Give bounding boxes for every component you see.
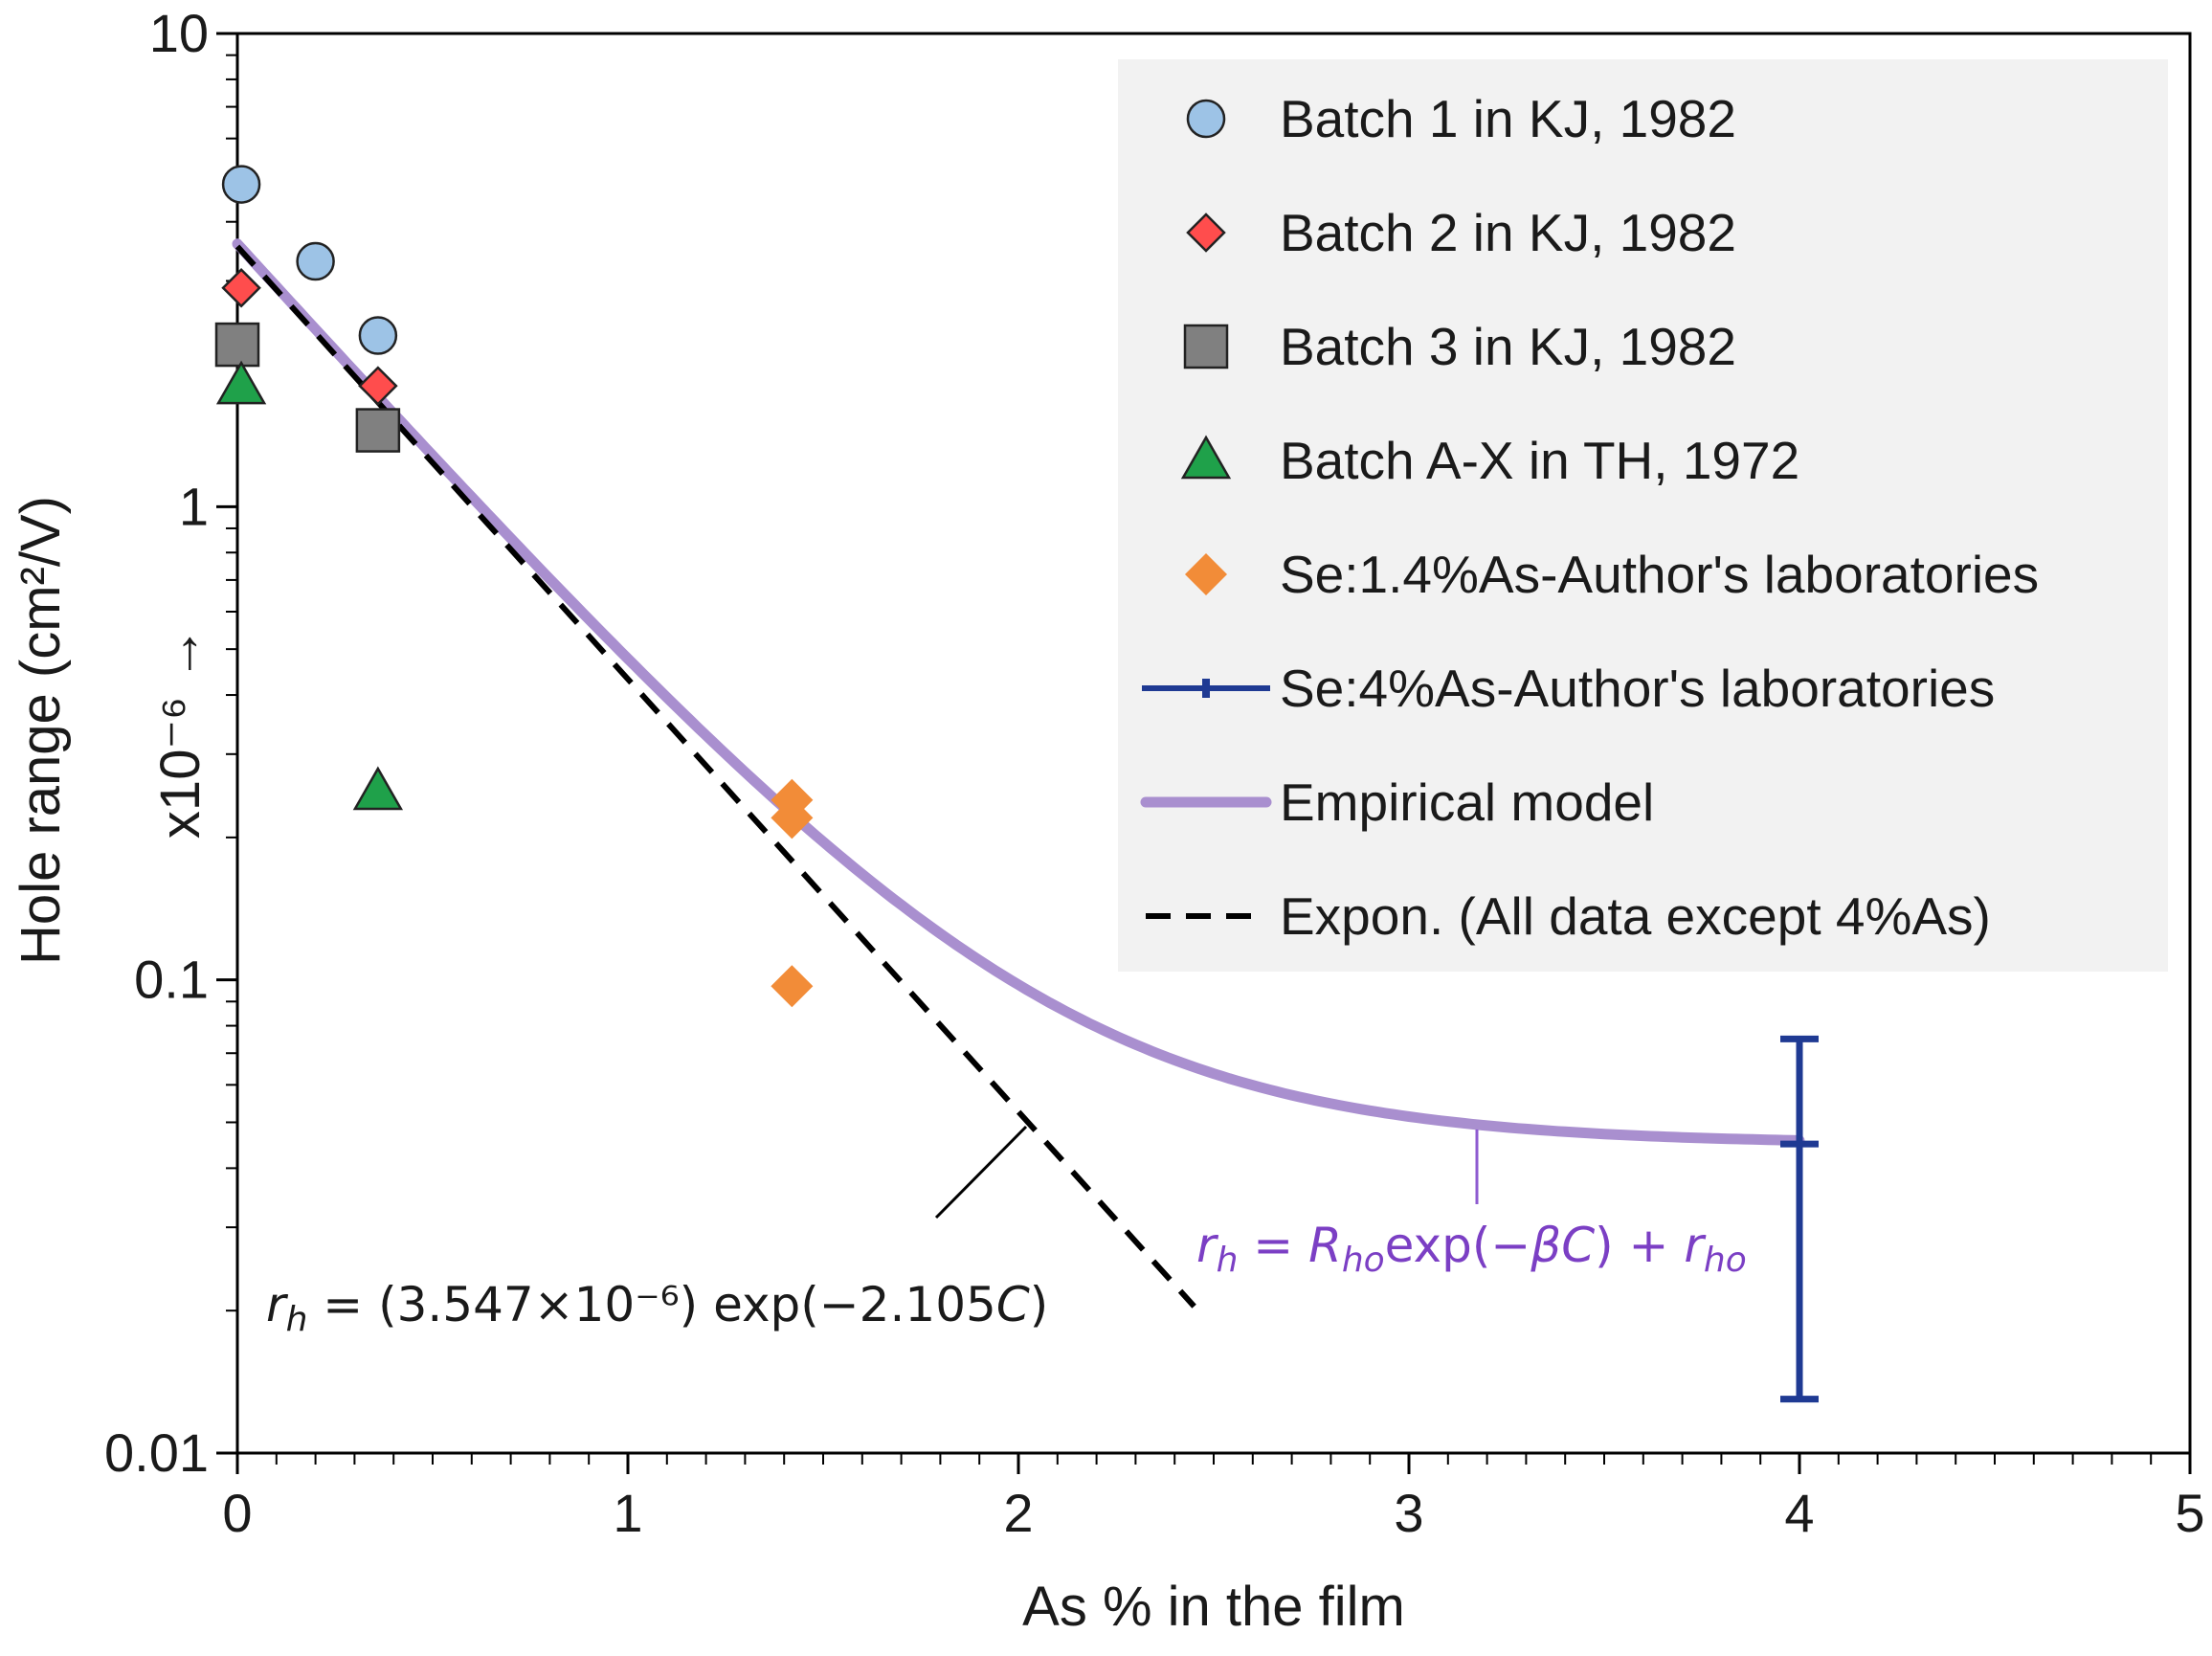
fit-equation-annotation: rh = (3.547×10⁻⁶) exp(−2.105C) xyxy=(266,1277,1048,1339)
x-axis-ticks: 0 1 2 3 4 5 xyxy=(222,1453,2205,1543)
model-equation-annotation: rh = Rhoexp(−βC) + rho xyxy=(1196,1218,1747,1280)
legend-symbol xyxy=(1185,553,1227,595)
y-tick-label: 0.1 xyxy=(134,950,209,1010)
legend-label: Empirical model xyxy=(1280,772,1654,832)
legend-box xyxy=(1118,59,2168,972)
x-tick-label: 1 xyxy=(613,1483,642,1543)
data-point xyxy=(215,360,267,405)
legend-label: Expon. (All data except 4%As) xyxy=(1280,886,1991,946)
x-tick-label: 3 xyxy=(1394,1483,1423,1543)
x-tick-label: 5 xyxy=(2175,1483,2204,1543)
data-point xyxy=(771,965,814,1008)
data-point xyxy=(221,165,261,204)
data-point xyxy=(358,316,398,355)
x-axis-title: As % in the film xyxy=(1022,1576,1405,1638)
legend-label: Se:4%As-Author's laboratories xyxy=(1280,659,1995,718)
legend-symbol xyxy=(1186,99,1226,139)
data-point xyxy=(352,766,404,811)
data-point xyxy=(355,408,401,453)
legend: Batch 1 in KJ, 1982 Batch 2 in KJ, 1982 Ba… xyxy=(1140,89,2039,946)
y-tick-label: 1 xyxy=(179,476,209,536)
y-axis-scale-label: x10⁻⁶ → xyxy=(149,626,212,839)
legend-label: Se:1.4%As-Author's laboratories xyxy=(1280,545,2039,604)
data-point xyxy=(358,366,398,406)
y-tick-label: 10 xyxy=(149,3,209,63)
legend-symbol xyxy=(1186,213,1226,253)
legend-label: Batch 3 in KJ, 1982 xyxy=(1280,317,1736,376)
x-tick-label: 4 xyxy=(1784,1483,1814,1543)
legend-label: Batch 1 in KJ, 1982 xyxy=(1280,89,1736,148)
legend-symbol xyxy=(1183,324,1229,369)
y-axis-ticks: 0.01 0.1 1 10 xyxy=(104,3,237,1483)
exponential-fit-line xyxy=(235,244,1196,1309)
x-tick-label: 2 xyxy=(1003,1483,1033,1543)
data-markers xyxy=(214,165,1819,1403)
fit-annotation-leader xyxy=(934,1125,1028,1220)
data-point xyxy=(296,241,335,281)
data-point xyxy=(771,796,814,839)
x-tick-label: 0 xyxy=(222,1483,252,1543)
fit-lines xyxy=(232,238,1805,1309)
legend-symbol xyxy=(1180,435,1232,480)
y-axis-title: Hole range (cm²/V) xyxy=(10,496,72,965)
data-point xyxy=(221,267,261,308)
legend-label: Batch A-X in TH, 1972 xyxy=(1280,431,1799,490)
y-tick-label: 0.01 xyxy=(104,1422,209,1483)
legend-label: Batch 2 in KJ, 1982 xyxy=(1280,203,1736,262)
data-point xyxy=(214,322,260,368)
empirical-model-line xyxy=(232,238,1805,1146)
